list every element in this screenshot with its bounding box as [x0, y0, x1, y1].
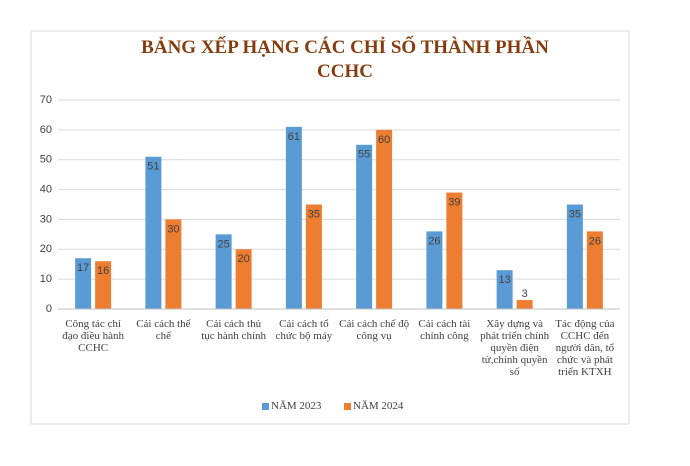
x-tick-label: Cải cách chế độ công vụ	[339, 318, 410, 342]
legend-label: NĂM 2024	[353, 400, 404, 412]
data-label: 20	[238, 253, 250, 265]
bar	[285, 126, 302, 309]
bar	[566, 204, 583, 309]
y-tick-label: 60	[40, 124, 52, 136]
data-label: 35	[308, 208, 320, 220]
bar	[165, 219, 182, 309]
x-tick-label: Xây dựng và phát triển chính quyền điện …	[480, 318, 550, 378]
bar	[145, 156, 162, 309]
y-tick-label: 50	[40, 154, 52, 166]
data-label: 17	[77, 262, 89, 274]
chart-frame	[30, 30, 630, 425]
y-tick-label: 0	[46, 303, 52, 315]
y-tick-label: 10	[40, 273, 52, 285]
data-label: 61	[288, 131, 300, 143]
bar	[496, 270, 513, 309]
y-tick-label: 70	[40, 94, 52, 106]
bar	[376, 129, 393, 309]
bar	[95, 261, 112, 309]
bar	[426, 231, 443, 309]
data-label: 26	[589, 235, 601, 247]
chart-title: BẢNG XẾP HẠNG CÁC CHỈ SỐ THÀNH PHẦN CCHC	[141, 37, 549, 82]
x-tick-label: Tác động của CCHC đến người dân, tổ chức…	[555, 318, 615, 378]
data-label: 25	[218, 238, 230, 250]
data-label: 16	[97, 265, 109, 277]
bar	[235, 249, 252, 309]
data-label: 35	[569, 208, 581, 220]
y-tick-label: 40	[40, 183, 52, 195]
legend-swatch	[262, 403, 269, 410]
bar	[446, 192, 463, 309]
x-tick-label: Cải cách tài chính công	[418, 318, 471, 342]
legend-label: NĂM 2023	[271, 400, 322, 412]
data-label: 26	[428, 235, 440, 247]
bar	[516, 300, 533, 309]
data-label: 51	[147, 161, 159, 173]
bar	[305, 204, 322, 309]
bar	[586, 231, 603, 309]
data-label: 60	[378, 134, 390, 146]
data-label: 55	[358, 149, 370, 161]
x-tick-label: Cải cách tổ chức bộ máy	[275, 318, 333, 342]
bar	[215, 234, 232, 309]
x-tick-label: Cải cách thủ tục hành chính	[201, 318, 266, 342]
y-tick-label: 30	[40, 213, 52, 225]
data-label: 39	[448, 196, 460, 208]
y-tick-label: 20	[40, 243, 52, 255]
bar	[356, 144, 373, 309]
x-tick-label: Cải cách thể chế	[136, 318, 191, 342]
data-label: 13	[499, 274, 511, 286]
data-label: 3	[522, 288, 528, 300]
bar	[75, 258, 92, 309]
legend-swatch	[344, 403, 351, 410]
x-tick-label: Công tác chỉ đạo điều hành CCHC	[62, 318, 124, 354]
data-label: 30	[167, 223, 179, 235]
